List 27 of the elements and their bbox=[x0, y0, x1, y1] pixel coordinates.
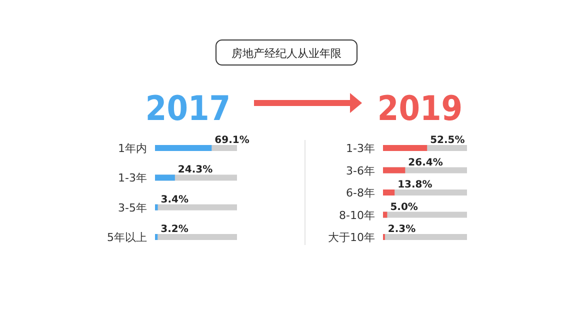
y-tick-label: 5年以上 bbox=[107, 231, 147, 244]
text: 房地产经纪人从业年限 bbox=[232, 47, 342, 60]
y-tick-label: 3-6年 bbox=[346, 164, 375, 178]
data-label: 52.5% bbox=[430, 135, 465, 146]
bar bbox=[155, 174, 175, 181]
chart-title: 2017 bbox=[145, 89, 231, 129]
bar bbox=[155, 234, 158, 240]
data-label: 5.0% bbox=[390, 202, 418, 213]
y-tick-label: 8-10年 bbox=[339, 208, 375, 222]
data-label: 2.3% bbox=[388, 224, 416, 235]
y-tick-label: 1年内 bbox=[118, 142, 147, 155]
data-label: 26.4% bbox=[408, 157, 443, 168]
bar bbox=[155, 204, 158, 210]
data-label: 69.1% bbox=[214, 135, 250, 146]
data-label: 3.2% bbox=[160, 224, 188, 235]
y-tick-label: 1-3年 bbox=[118, 172, 147, 185]
data-label: 13.8% bbox=[398, 180, 432, 190]
data-label: 3.4% bbox=[160, 194, 189, 206]
y-tick-label: 大于10年 bbox=[328, 231, 375, 244]
bar bbox=[383, 167, 406, 174]
chart-title: 2019 bbox=[377, 89, 463, 129]
bar bbox=[383, 190, 395, 196]
data-label: 24.3% bbox=[178, 164, 213, 176]
y-tick-label: 1-3年 bbox=[346, 142, 375, 155]
y-tick-label: 6-8年 bbox=[346, 186, 375, 200]
bar bbox=[383, 212, 388, 218]
y-tick-label: 3-5年 bbox=[118, 201, 147, 214]
